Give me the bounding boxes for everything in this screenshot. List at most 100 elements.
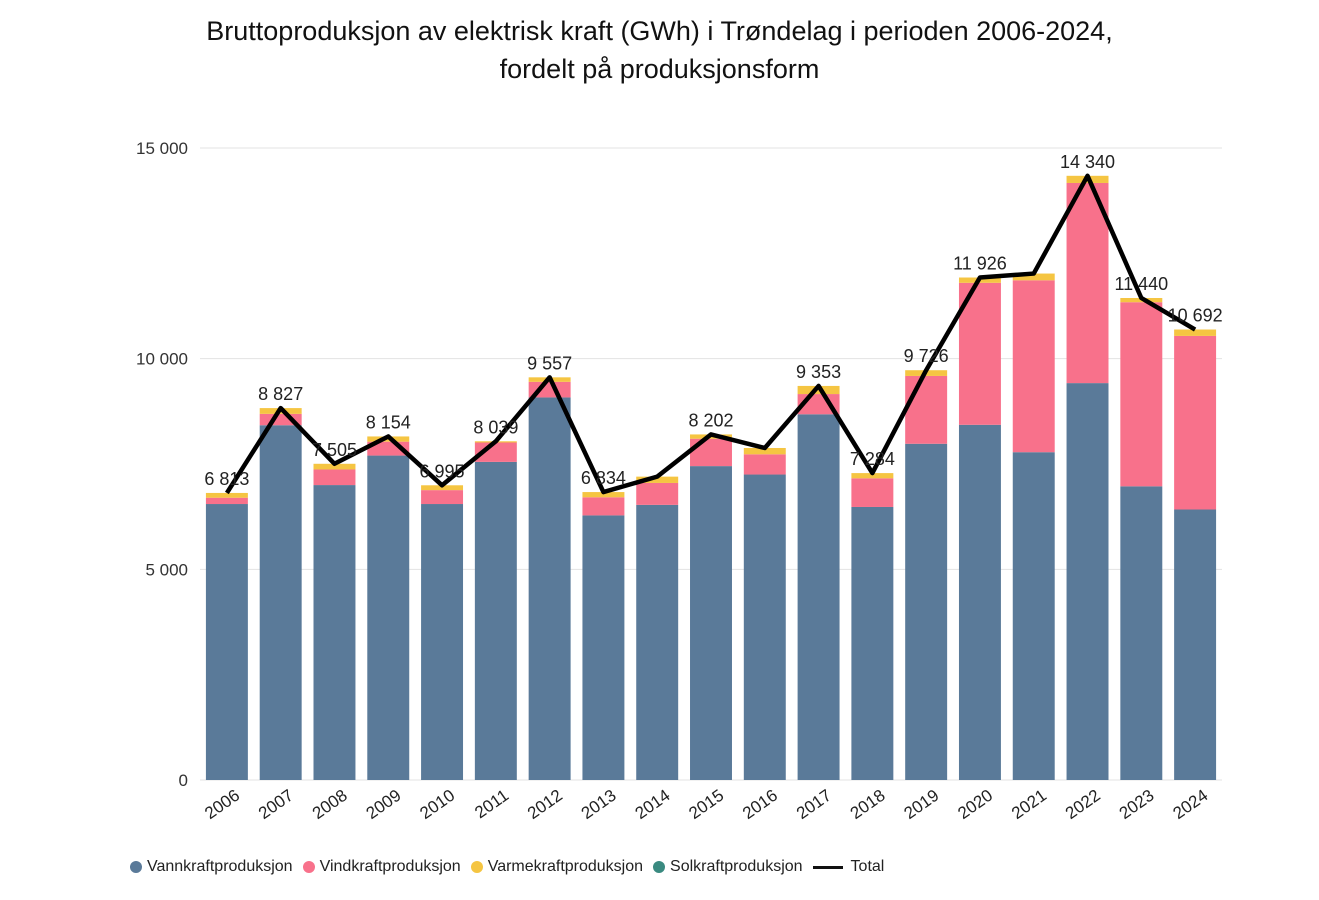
bar-vannkraftproduksjon-2014 (636, 504, 679, 780)
legend-dot-marker (470, 861, 483, 873)
x-tick-label: 2017 (793, 786, 835, 823)
bar-vannkraftproduksjon-2022 (1066, 383, 1109, 780)
bar-vindkraftproduksjon-2019 (905, 375, 948, 444)
x-tick-label: 2020 (954, 786, 996, 823)
legend-line-marker (812, 865, 843, 869)
legend-item[interactable]: Vindkraftproduksjon (302, 858, 461, 876)
legend-item[interactable]: Varmekraftproduksjon (470, 858, 644, 876)
data-label: 6 834 (581, 468, 626, 488)
bar-varmekraftproduksjon-2018 (851, 473, 894, 479)
bar-vindkraftproduksjon-2022 (1066, 182, 1109, 384)
x-tick-label: 2021 (1008, 786, 1050, 823)
x-tick-label: 2015 (685, 786, 727, 823)
bar-vannkraftproduksjon-2006 (205, 504, 248, 780)
bar-vannkraftproduksjon-2012 (528, 397, 571, 780)
legend-item[interactable]: Vannkraftproduksjon (130, 858, 293, 876)
bar-vindkraftproduksjon-2014 (636, 482, 679, 505)
bar-vindkraftproduksjon-2015 (690, 438, 732, 467)
data-label: 7 284 (850, 449, 895, 469)
x-tick-label: 2019 (901, 786, 943, 823)
chart-title: Bruttoproduksjon av elektrisk kraft (GWh… (206, 16, 1113, 46)
legend-label: Vindkraftproduksjon (319, 858, 461, 875)
bar-varmekraftproduksjon-2014 (636, 476, 679, 483)
bar-vannkraftproduksjon-2020 (958, 424, 1001, 780)
bar-vannkraftproduksjon-2013 (582, 515, 625, 780)
data-label: 8 154 (366, 412, 411, 432)
bar-vindkraftproduksjon-2024 (1174, 335, 1217, 510)
legend: Vannkraftproduksjon Vindkraftproduksjon Va… (130, 858, 894, 876)
data-label: 8 202 (688, 410, 733, 430)
x-tick-label: 2013 (578, 786, 620, 823)
x-tick-label: 2014 (632, 786, 674, 823)
x-tick-label: 2010 (416, 786, 458, 823)
bar-vannkraftproduksjon-2015 (690, 466, 732, 780)
data-label: 6 813 (204, 469, 249, 489)
bar-varmekraftproduksjon-2010 (421, 485, 464, 491)
bar-vannkraftproduksjon-2016 (743, 474, 786, 780)
legend-label: Solkraftproduksjon (670, 858, 803, 875)
data-label: 8 039 (473, 417, 518, 437)
bar-vannkraftproduksjon-2019 (905, 443, 948, 780)
bar-vindkraftproduksjon-2006 (205, 497, 248, 505)
bar-vindkraftproduksjon-2021 (1012, 280, 1055, 453)
chart-title-block: Bruttoproduksjon av elektrisk kraft (GWh… (0, 12, 1319, 88)
data-label: 11 440 (1114, 274, 1168, 294)
bar-vannkraftproduksjon-2011 (474, 461, 517, 780)
bar-vannkraftproduksjon-2008 (313, 485, 356, 780)
bar-vindkraftproduksjon-2010 (421, 490, 464, 505)
data-label: 9 353 (796, 362, 841, 382)
x-tick-label: 2024 (1170, 786, 1212, 823)
x-tick-label: 2012 (524, 786, 566, 823)
data-label: 10 692 (1168, 306, 1223, 326)
bar-varmekraftproduksjon-2016 (743, 447, 786, 455)
bar-vindkraftproduksjon-2008 (313, 469, 356, 486)
chart-subtitle: fordelt på produksjonsform (499, 54, 820, 84)
bar-vannkraftproduksjon-2009 (367, 455, 410, 780)
x-tick-label: 2008 (309, 786, 351, 823)
bar-vindkraftproduksjon-2023 (1120, 302, 1163, 487)
bar-vindkraftproduksjon-2020 (958, 282, 1001, 425)
bar-vindkraftproduksjon-2013 (582, 497, 625, 516)
bar-vannkraftproduksjon-2024 (1174, 509, 1217, 780)
legend-dot-marker (302, 861, 315, 873)
y-tick-label: 15 000 (136, 139, 188, 158)
data-label: 9 557 (527, 353, 572, 373)
bar-varmekraftproduksjon-2024 (1174, 329, 1217, 336)
legend-label: Vannkraftproduksjon (147, 858, 293, 875)
x-tick-label: 2006 (201, 786, 243, 823)
legend-item[interactable]: Solkraftproduksjon (653, 858, 803, 876)
bar-vannkraftproduksjon-2007 (259, 425, 302, 780)
bar-varmekraftproduksjon-2013 (582, 492, 625, 498)
total-line (224, 173, 1197, 495)
legend-dot-marker (130, 861, 142, 873)
data-label: 6 995 (420, 461, 465, 481)
data-label: 8 827 (258, 384, 303, 404)
x-tick-label: 2022 (1062, 786, 1104, 823)
bar-vannkraftproduksjon-2023 (1120, 486, 1163, 780)
data-label: 14 340 (1060, 152, 1115, 172)
bar-varmekraftproduksjon-2008 (313, 463, 356, 470)
x-tick-label: 2023 (1116, 786, 1158, 823)
x-tick-label: 2009 (363, 786, 405, 823)
y-tick-label: 10 000 (136, 350, 188, 369)
data-label: 11 926 (953, 254, 1007, 274)
legend-dot-marker (653, 861, 666, 873)
legend-label: Total (850, 858, 885, 875)
x-tick-label: 2018 (847, 786, 889, 823)
bar-vannkraftproduksjon-2018 (851, 506, 894, 780)
bar-vindkraftproduksjon-2007 (259, 413, 302, 426)
data-label: 7 505 (312, 440, 357, 460)
y-tick-label: 0 (179, 771, 188, 790)
x-tick-label: 2007 (255, 786, 297, 823)
legend-item[interactable]: Total (812, 858, 885, 876)
x-tick-label: 2011 (471, 786, 512, 823)
data-label: 9 726 (904, 346, 949, 366)
bar-varmekraftproduksjon-2006 (205, 492, 248, 498)
bar-vannkraftproduksjon-2010 (421, 504, 464, 780)
y-tick-label: 5 000 (145, 560, 188, 579)
legend-label: Varmekraftproduksjon (487, 858, 644, 875)
bar-vannkraftproduksjon-2021 (1012, 452, 1055, 780)
bar-vindkraftproduksjon-2012 (528, 381, 571, 398)
